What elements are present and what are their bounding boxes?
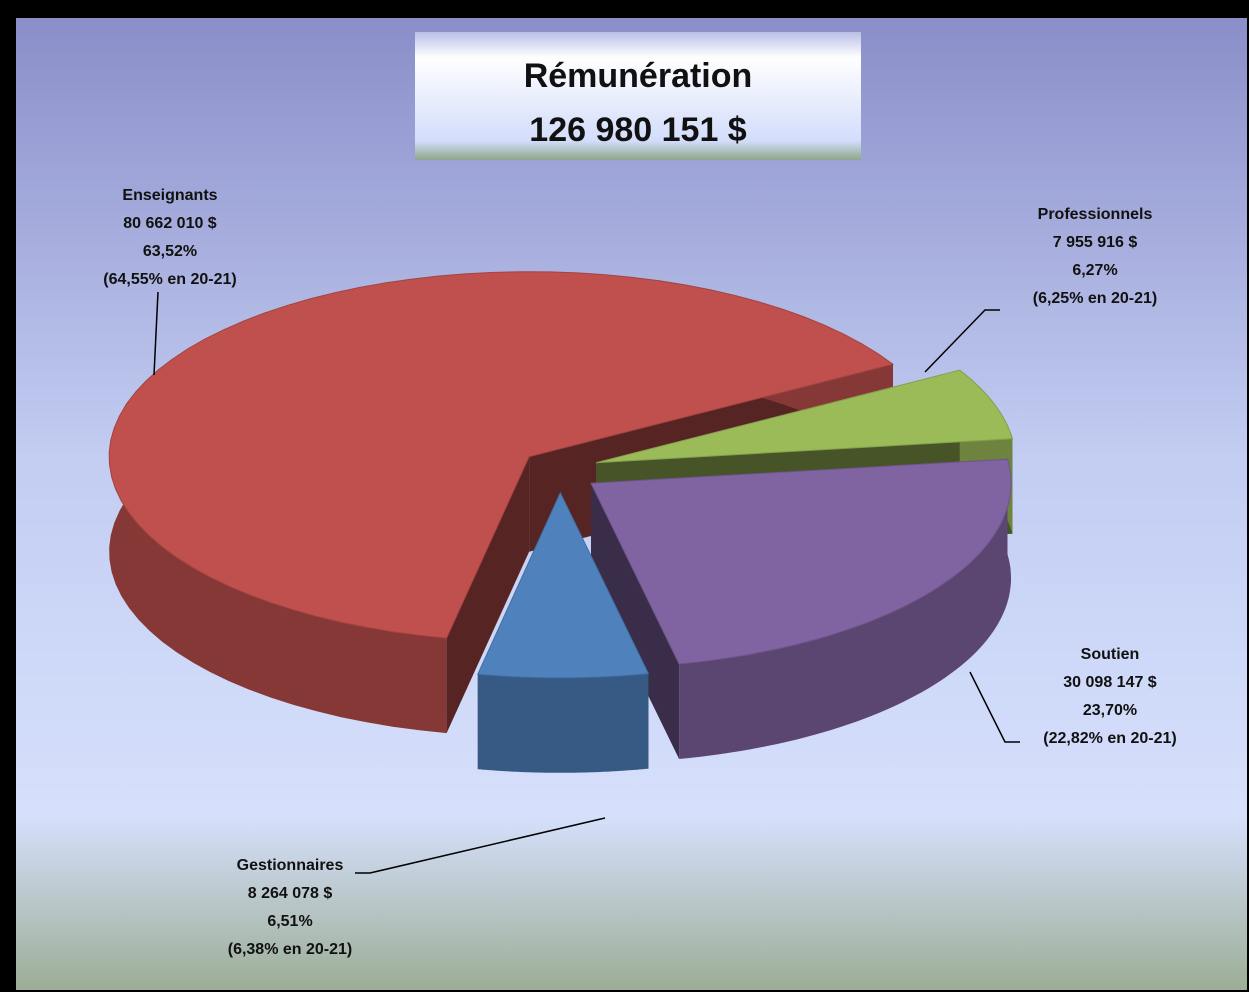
- chart-title: Rémunération: [524, 57, 753, 95]
- data-label: Professionnels: [1038, 206, 1153, 223]
- title-box: [415, 32, 861, 160]
- slice-top: [595, 369, 1014, 464]
- data-label: 8 264 078 $: [248, 885, 333, 902]
- data-label: 30 098 147 $: [1063, 674, 1157, 691]
- data-label: Soutien: [1081, 646, 1140, 663]
- data-label: 80 662 010 $: [123, 215, 217, 232]
- data-label: 7 955 916 $: [1053, 234, 1138, 251]
- pie: [108, 271, 1014, 773]
- slice-top: [108, 271, 895, 639]
- slice-wall: [477, 673, 649, 773]
- chart-subtitle: 126 980 151 $: [529, 111, 747, 149]
- leader-lines: [153, 291, 1020, 874]
- data-label: 63,52%: [143, 243, 197, 260]
- leader-line: [355, 817, 606, 874]
- data-label: 6,27%: [1072, 262, 1117, 279]
- leader-line: [153, 291, 159, 376]
- slice-top: [477, 491, 650, 679]
- data-label: (22,82% en 20-21): [1043, 730, 1176, 747]
- leader-line: [969, 671, 1020, 743]
- data-label: 6,51%: [267, 913, 312, 930]
- labels: Professionnels 7 955 916 $ 6,27% (6,25% en …: [103, 187, 1176, 958]
- data-label: (64,55% en 20-21): [103, 271, 236, 288]
- slice-top: [590, 458, 1012, 665]
- data-label: (6,38% en 20-21): [228, 941, 353, 958]
- data-label: Enseignants: [122, 187, 217, 204]
- leader-line: [924, 309, 1000, 373]
- data-label: Gestionnaires: [237, 857, 344, 874]
- slice-wall: [679, 459, 1011, 759]
- slice-side: [446, 456, 530, 734]
- data-label: 23,70%: [1083, 702, 1137, 719]
- data-label: (6,25% en 20-21): [1033, 290, 1158, 307]
- slice-side: [591, 483, 680, 759]
